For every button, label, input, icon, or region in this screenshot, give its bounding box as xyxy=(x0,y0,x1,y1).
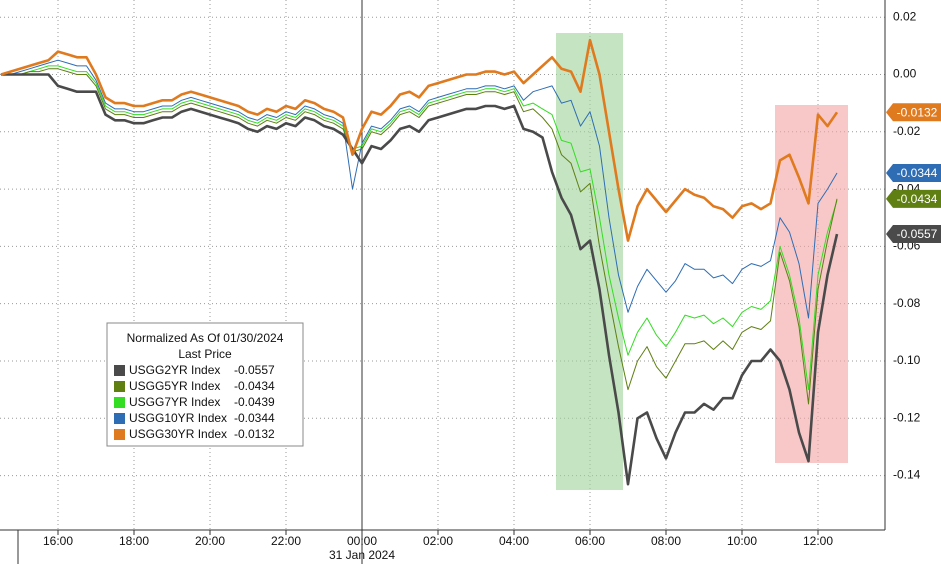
x-tick-label: 08:00 xyxy=(651,534,681,548)
legend-box xyxy=(106,322,304,447)
legend-subtitle: Last Price xyxy=(178,347,232,361)
legend-value: -0.0434 xyxy=(234,379,275,393)
legend-label: USGG7YR Index xyxy=(129,395,220,409)
legend-value: -0.0439 xyxy=(234,395,275,409)
last-value-label: -0.0344 xyxy=(897,166,938,180)
series-line xyxy=(0,38,839,242)
legend-value: -0.0557 xyxy=(234,363,275,377)
x-tick-label: 22:00 xyxy=(271,534,301,548)
series-line xyxy=(1,65,838,391)
legend-swatch xyxy=(114,365,125,376)
highlight-green xyxy=(556,33,623,490)
legend-swatch xyxy=(114,429,125,440)
legend-value: -0.0132 xyxy=(234,427,275,441)
y-tick-label: -0.12 xyxy=(893,410,921,424)
x-tick-label: 06:00 xyxy=(575,534,605,548)
lines xyxy=(0,38,839,486)
y-tick-label: -0.08 xyxy=(893,296,921,310)
last-value-tag xyxy=(886,225,941,244)
y-tick-label: 0.02 xyxy=(893,9,917,23)
y-tick-label: -0.10 xyxy=(893,353,921,367)
series-line xyxy=(1,73,839,486)
x-tick-label: 16:00 xyxy=(43,534,73,548)
x-tick-label: 10:00 xyxy=(727,534,757,548)
legend-swatch xyxy=(114,413,125,424)
last-value-tag xyxy=(886,164,941,183)
legend-swatch xyxy=(114,381,125,392)
date-label: 31 Jan 2024 xyxy=(329,548,395,562)
x-tick-label: 18:00 xyxy=(119,534,149,548)
last-value-tag xyxy=(886,189,941,208)
last-value-label: -0.0557 xyxy=(897,227,938,241)
last-value-label: -0.0434 xyxy=(897,192,938,206)
legend-label: USGG30YR Index xyxy=(129,427,227,441)
legend-title: Normalized As Of 01/30/2024 xyxy=(127,331,284,345)
series-line xyxy=(1,59,838,319)
y-tick-label: -0.02 xyxy=(893,124,921,138)
x-tick-label: 20:00 xyxy=(195,534,225,548)
x-tick-label: 00:00 xyxy=(347,534,377,548)
legend-label: USGG2YR Index xyxy=(129,363,220,377)
y-tick-label: 0.00 xyxy=(893,67,917,81)
x-tick-label: 04:00 xyxy=(499,534,529,548)
legend-swatch xyxy=(114,397,125,408)
last-value-label: -0.0132 xyxy=(897,105,938,119)
last-value-tag xyxy=(886,103,941,122)
legend-value: -0.0344 xyxy=(234,411,275,425)
x-tick-label: 12:00 xyxy=(803,534,833,548)
series-line xyxy=(1,68,838,405)
legend-label: USGG5YR Index xyxy=(129,379,220,393)
y-tick-label: -0.14 xyxy=(893,468,921,482)
legend-label: USGG10YR Index xyxy=(129,411,227,425)
x-tick-label: 02:00 xyxy=(423,534,453,548)
legend: Normalized As Of 01/30/2024 Last Price U… xyxy=(106,322,304,447)
